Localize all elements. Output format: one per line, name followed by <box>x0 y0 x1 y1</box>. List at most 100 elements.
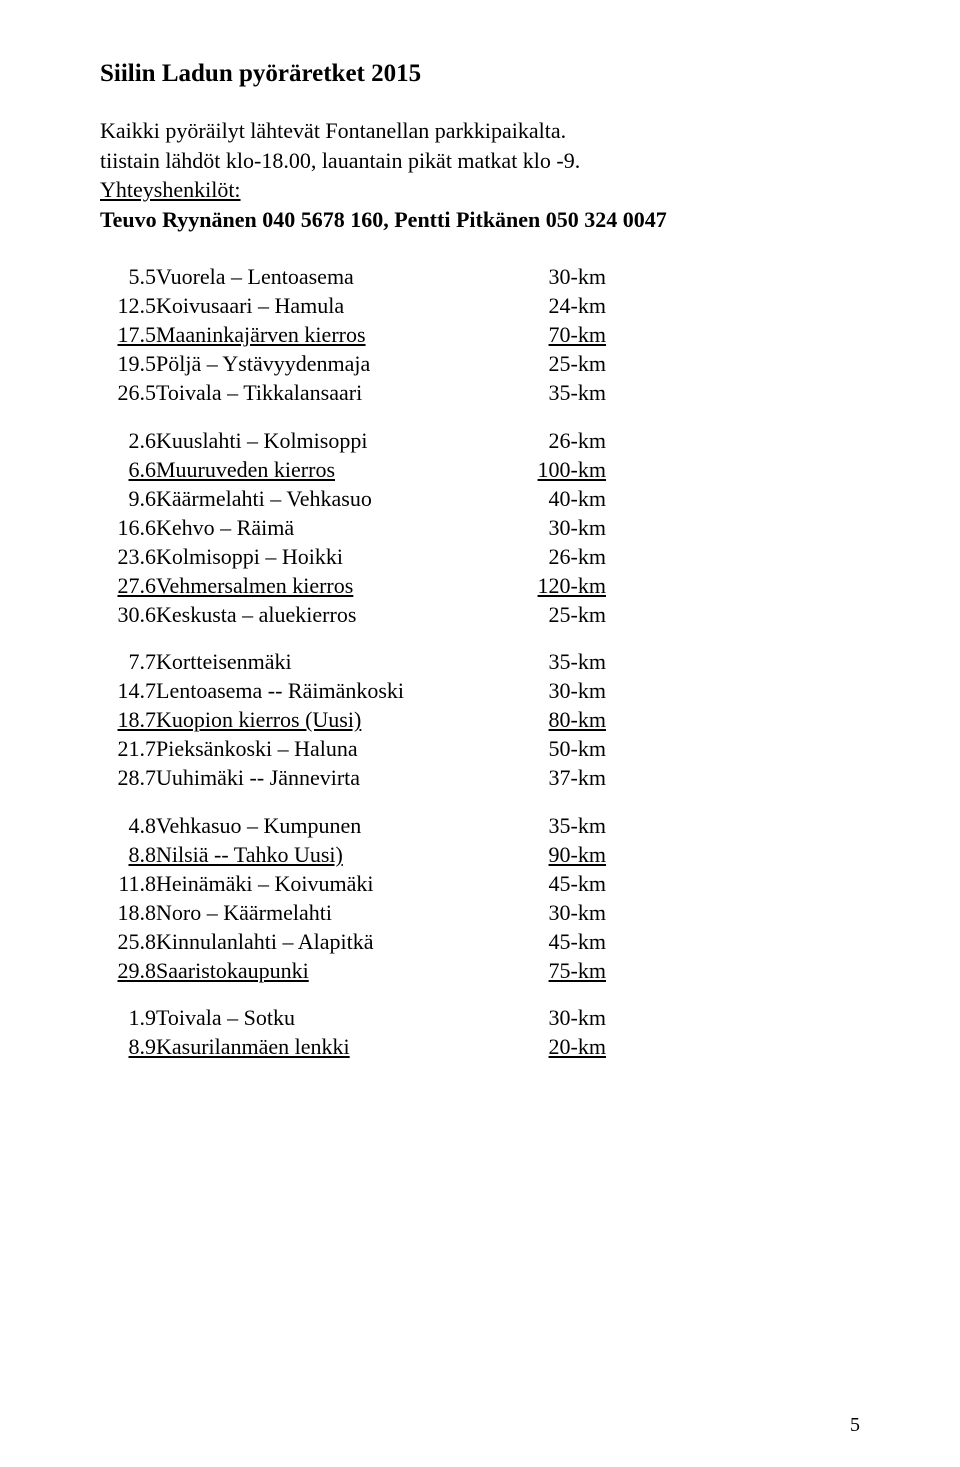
table-row: 26.5Toivala – Tikkalansaari35-km <box>100 379 606 427</box>
row-distance: 120-km <box>516 571 606 600</box>
row-distance: 20-km <box>516 1033 606 1062</box>
page-number: 5 <box>850 1414 860 1437</box>
row-date: 25.8 <box>100 927 156 956</box>
page: Siilin Ladun pyöräretket 2015 Kaikki pyö… <box>0 0 960 1467</box>
row-date: 4.8 <box>100 811 156 840</box>
row-route: Vehmersalmen kierros <box>156 571 516 600</box>
row-distance: 25-km <box>516 600 606 648</box>
row-distance: 45-km <box>516 869 606 898</box>
row-route: Käärmelahti – Vehkasuo <box>156 484 516 513</box>
table-row: 18.7Kuopion kierros (Uusi)80-km <box>100 706 606 735</box>
row-route: Toivala – Sotku <box>156 1004 516 1033</box>
table-row: 9.6Käärmelahti – Vehkasuo40-km <box>100 484 606 513</box>
row-route: Maaninkajärven kierros <box>156 321 516 350</box>
row-date: 6.6 <box>100 455 156 484</box>
row-route: Vehkasuo – Kumpunen <box>156 811 516 840</box>
row-route: Saaristokaupunki <box>156 956 516 1004</box>
row-distance: 80-km <box>516 706 606 735</box>
contacts-label: Yhteyshenkilöt: <box>100 175 860 205</box>
table-row: 7.7Kortteisenmäki35-km <box>100 648 606 677</box>
row-date: 12.5 <box>100 292 156 321</box>
table-row: 8.9Kasurilanmäen lenkki20-km <box>100 1033 606 1062</box>
table-row: 16.6Kehvo – Räimä30-km <box>100 513 606 542</box>
row-distance: 37-km <box>516 764 606 812</box>
row-date: 1.9 <box>100 1004 156 1033</box>
intro-line-1: Kaikki pyöräilyt lähtevät Fontanellan pa… <box>100 116 860 146</box>
table-row: 25.8Kinnulanlahti – Alapitkä45-km <box>100 927 606 956</box>
row-distance: 100-km <box>516 455 606 484</box>
row-distance: 35-km <box>516 379 606 427</box>
table-row: 11.8Heinämäki – Koivumäki45-km <box>100 869 606 898</box>
row-date: 29.8 <box>100 956 156 1004</box>
row-date: 2.6 <box>100 426 156 455</box>
row-route: Kinnulanlahti – Alapitkä <box>156 927 516 956</box>
row-route: Nilsiä -- Tahko Uusi) <box>156 840 516 869</box>
row-date: 18.8 <box>100 898 156 927</box>
contacts-line: Teuvo Ryynänen 040 5678 160, Pentti Pitk… <box>100 205 860 235</box>
row-distance: 30-km <box>516 898 606 927</box>
row-distance: 45-km <box>516 927 606 956</box>
row-distance: 25-km <box>516 350 606 379</box>
row-date: 7.7 <box>100 648 156 677</box>
row-date: 28.7 <box>100 764 156 812</box>
intro-line-2: tiistain lähdöt klo-18.00, lauantain pik… <box>100 146 860 176</box>
row-date: 17.5 <box>100 321 156 350</box>
table-row: 23.6Kolmisoppi – Hoikki26-km <box>100 542 606 571</box>
table-row: 2.6Kuuslahti – Kolmisoppi26-km <box>100 426 606 455</box>
table-row: 5.5Vuorela – Lentoasema30-km <box>100 263 606 292</box>
row-route: Vuorela – Lentoasema <box>156 263 516 292</box>
row-date: 30.6 <box>100 600 156 648</box>
row-route: Kortteisenmäki <box>156 648 516 677</box>
row-route: Kasurilanmäen lenkki <box>156 1033 516 1062</box>
row-date: 8.8 <box>100 840 156 869</box>
table-row: 19.5Pöljä – Ystävyydenmaja25-km <box>100 350 606 379</box>
table-row: 18.8Noro – Käärmelahti30-km <box>100 898 606 927</box>
table-row: 30.6Keskusta – aluekierros25-km <box>100 600 606 648</box>
table-row: 29.8Saaristokaupunki75-km <box>100 956 606 1004</box>
row-distance: 90-km <box>516 840 606 869</box>
table-row: 27.6Vehmersalmen kierros120-km <box>100 571 606 600</box>
row-distance: 50-km <box>516 735 606 764</box>
row-date: 27.6 <box>100 571 156 600</box>
row-date: 18.7 <box>100 706 156 735</box>
table-row: 4.8Vehkasuo – Kumpunen35-km <box>100 811 606 840</box>
row-distance: 40-km <box>516 484 606 513</box>
row-date: 26.5 <box>100 379 156 427</box>
row-route: Heinämäki – Koivumäki <box>156 869 516 898</box>
row-distance: 26-km <box>516 542 606 571</box>
row-route: Kuopion kierros (Uusi) <box>156 706 516 735</box>
row-route: Pieksänkoski – Haluna <box>156 735 516 764</box>
row-distance: 70-km <box>516 321 606 350</box>
row-date: 9.6 <box>100 484 156 513</box>
row-date: 14.7 <box>100 677 156 706</box>
table-row: 1.9Toivala – Sotku30-km <box>100 1004 606 1033</box>
row-distance: 24-km <box>516 292 606 321</box>
row-distance: 35-km <box>516 648 606 677</box>
row-route: Toivala – Tikkalansaari <box>156 379 516 427</box>
row-date: 19.5 <box>100 350 156 379</box>
intro-block: Kaikki pyöräilyt lähtevät Fontanellan pa… <box>100 116 860 235</box>
row-route: Pöljä – Ystävyydenmaja <box>156 350 516 379</box>
table-row: 14.7Lentoasema -- Räimänkoski30-km <box>100 677 606 706</box>
table-row: 17.5Maaninkajärven kierros70-km <box>100 321 606 350</box>
row-route: Keskusta – aluekierros <box>156 600 516 648</box>
schedule-table: 5.5Vuorela – Lentoasema30-km12.5Koivusaa… <box>100 263 606 1062</box>
table-row: 21.7Pieksänkoski – Haluna50-km <box>100 735 606 764</box>
table-row: 12.5Koivusaari – Hamula24-km <box>100 292 606 321</box>
row-date: 8.9 <box>100 1033 156 1062</box>
row-distance: 30-km <box>516 677 606 706</box>
row-date: 21.7 <box>100 735 156 764</box>
page-title: Siilin Ladun pyöräretket 2015 <box>100 60 860 88</box>
table-row: 28.7Uuhimäki -- Jännevirta37-km <box>100 764 606 812</box>
row-route: Uuhimäki -- Jännevirta <box>156 764 516 812</box>
row-distance: 26-km <box>516 426 606 455</box>
table-row: 8.8Nilsiä -- Tahko Uusi)90-km <box>100 840 606 869</box>
row-route: Noro – Käärmelahti <box>156 898 516 927</box>
row-route: Kuuslahti – Kolmisoppi <box>156 426 516 455</box>
row-date: 5.5 <box>100 263 156 292</box>
row-date: 23.6 <box>100 542 156 571</box>
row-route: Muuruveden kierros <box>156 455 516 484</box>
row-route: Kolmisoppi – Hoikki <box>156 542 516 571</box>
row-distance: 30-km <box>516 263 606 292</box>
row-route: Kehvo – Räimä <box>156 513 516 542</box>
